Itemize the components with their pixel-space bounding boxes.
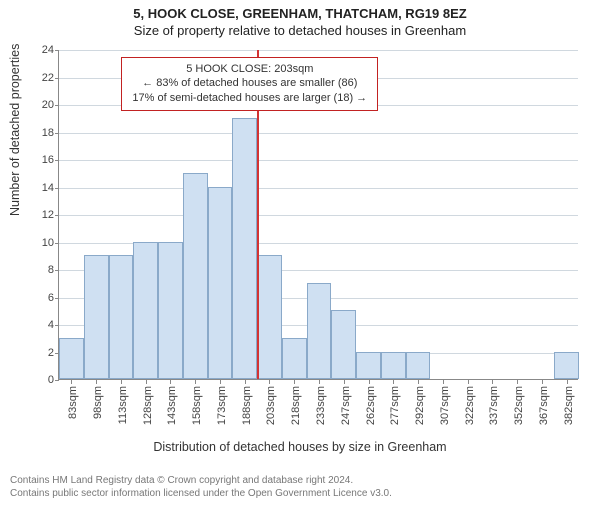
- annotation-line: ← 83% of detached houses are smaller (86…: [132, 76, 367, 91]
- page-title: 5, HOOK CLOSE, GREENHAM, THATCHAM, RG19 …: [0, 6, 600, 21]
- x-tick-label: 218sqm: [290, 386, 302, 425]
- y-tick-label: 12: [24, 209, 54, 221]
- annotation-line: 5 HOOK CLOSE: 203sqm: [132, 62, 367, 77]
- histogram-bar: [331, 310, 356, 379]
- y-tick-label: 10: [24, 237, 54, 249]
- y-tick-label: 8: [24, 264, 54, 276]
- annotation-line: 17% of semi-detached houses are larger (…: [132, 91, 367, 106]
- y-tick-label: 6: [24, 292, 54, 304]
- histogram-bar: [183, 173, 208, 379]
- x-axis-title: Distribution of detached houses by size …: [0, 440, 600, 454]
- histogram-bar: [307, 283, 332, 379]
- y-tick-label: 24: [24, 44, 54, 56]
- y-tick-label: 2: [24, 347, 54, 359]
- plot-area: 83sqm98sqm113sqm128sqm143sqm158sqm173sqm…: [58, 50, 578, 380]
- x-tick-label: 98sqm: [92, 386, 104, 419]
- x-tick-label: 307sqm: [439, 386, 451, 425]
- footer-line-2: Contains public sector information licen…: [10, 488, 590, 501]
- histogram-bar: [232, 118, 257, 379]
- x-tick-label: 337sqm: [488, 386, 500, 425]
- x-tick-label: 292sqm: [414, 386, 426, 425]
- x-tick-label: 143sqm: [166, 386, 178, 425]
- x-tick-label: 158sqm: [191, 386, 203, 425]
- histogram-bar: [257, 255, 282, 379]
- x-tick-label: 173sqm: [216, 386, 228, 425]
- x-tick-label: 382sqm: [563, 386, 575, 425]
- histogram-bar: [282, 338, 307, 379]
- x-tick-label: 367sqm: [538, 386, 550, 425]
- x-tick-label: 113sqm: [117, 386, 129, 424]
- x-tick-label: 247sqm: [340, 386, 352, 425]
- y-tick-label: 4: [24, 319, 54, 331]
- histogram-bar: [133, 242, 158, 380]
- y-tick-label: 0: [24, 374, 54, 386]
- attribution-footer: Contains HM Land Registry data © Crown c…: [10, 475, 590, 500]
- histogram-bar: [406, 352, 431, 380]
- x-tick-label: 83sqm: [67, 386, 79, 419]
- histogram-chart: 83sqm 98sqm 113sqm 128sqm 143sqm 158sqm 173sqm…: [58, 50, 578, 430]
- y-tick-label: 18: [24, 127, 54, 139]
- histogram-bar: [84, 255, 109, 379]
- histogram-bar: [554, 352, 579, 380]
- x-tick-label: 322sqm: [464, 386, 476, 425]
- x-tick-label: 262sqm: [365, 386, 377, 425]
- histogram-bar: [59, 338, 84, 379]
- histogram-bar: [208, 187, 233, 380]
- histogram-bar: [109, 255, 134, 379]
- x-tick-label: 352sqm: [513, 386, 525, 425]
- x-tick-label: 128sqm: [142, 386, 154, 425]
- histogram-bar: [356, 352, 381, 380]
- x-tick-label: 188sqm: [241, 386, 253, 425]
- histogram-bar: [158, 242, 183, 380]
- y-axis-title: Number of detached properties: [8, 44, 22, 216]
- histogram-bar: [381, 352, 406, 380]
- y-tick-label: 20: [24, 99, 54, 111]
- page-subtitle: Size of property relative to detached ho…: [0, 23, 600, 38]
- footer-line-1: Contains HM Land Registry data © Crown c…: [10, 475, 590, 488]
- x-tick-label: 277sqm: [389, 386, 401, 425]
- x-tick-label: 203sqm: [265, 386, 277, 425]
- y-tick-label: 14: [24, 182, 54, 194]
- annotation-box: 5 HOOK CLOSE: 203sqm← 83% of detached ho…: [121, 57, 378, 112]
- y-tick-label: 22: [24, 72, 54, 84]
- x-tick-label: 233sqm: [315, 386, 327, 425]
- y-tick-label: 16: [24, 154, 54, 166]
